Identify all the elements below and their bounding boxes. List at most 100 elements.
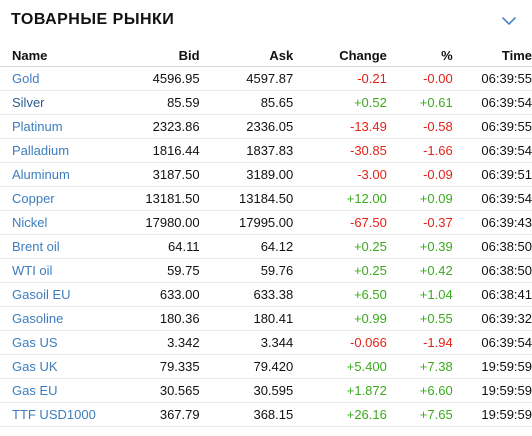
column-header-percent[interactable]: % xyxy=(386,44,453,67)
instrument-name-cell: Gas US xyxy=(0,330,138,355)
bid-cell: 79.335 xyxy=(137,354,200,379)
table-row: Gas EU 30.565 30.595 +1.872 +6.60 19:59:59 xyxy=(0,378,532,403)
ask-cell: 13184.50 xyxy=(199,186,294,211)
instrument-link[interactable]: Nickel xyxy=(12,215,48,230)
bid-cell: 3187.50 xyxy=(137,162,200,187)
instrument-link[interactable]: Copper xyxy=(12,191,55,206)
bid-cell: 30.565 xyxy=(137,378,200,403)
change-cell: -13.49 xyxy=(293,114,387,139)
instrument-link[interactable]: Gold xyxy=(12,71,40,86)
ask-cell: 4597.87 xyxy=(199,66,294,91)
instrument-name-cell: Gold xyxy=(0,66,138,91)
time-cell: 06:38:50 xyxy=(452,234,532,259)
time-cell: 06:39:55 xyxy=(452,66,532,91)
bid-cell: 85.59 xyxy=(137,90,200,115)
change-cell: -30.85 xyxy=(293,138,387,163)
ask-cell: 1837.83 xyxy=(199,138,294,163)
ask-cell: 59.76 xyxy=(199,258,294,283)
instrument-link[interactable]: Gasoil EU xyxy=(12,287,71,302)
ask-cell: 2336.05 xyxy=(199,114,294,139)
ask-cell: 17995.00 xyxy=(199,210,294,235)
change-cell: +1.872 xyxy=(293,378,387,403)
ask-cell: 85.65 xyxy=(199,90,294,115)
instrument-name-cell: Copper xyxy=(0,186,138,211)
change-cell: +0.25 xyxy=(293,258,387,283)
instrument-name-cell: TTF USD1000 xyxy=(0,402,138,427)
table-row: Brent oil 64.11 64.12 +0.25 +0.39 06:38:50 xyxy=(0,234,532,259)
change-cell: +12.00 xyxy=(293,186,387,211)
bid-cell: 64.11 xyxy=(137,234,200,259)
bid-cell: 13181.50 xyxy=(137,186,200,211)
time-cell: 19:59:59 xyxy=(452,354,532,379)
instrument-link[interactable]: Silver xyxy=(12,95,45,110)
table-row: Gas UK 79.335 79.420 +5.400 +7.38 19:59:59 xyxy=(0,354,532,379)
column-header-change[interactable]: Change xyxy=(293,44,387,67)
table-row: Gasoil EU 633.00 633.38 +6.50 +1.04 06:38:41 xyxy=(0,282,532,307)
instrument-link[interactable]: Gas EU xyxy=(12,383,58,398)
percent-cell: +7.65 xyxy=(386,402,453,427)
column-header-name[interactable]: Name xyxy=(0,44,138,67)
ask-cell: 633.38 xyxy=(199,282,294,307)
percent-cell: +7.38 xyxy=(386,354,453,379)
ask-cell: 64.12 xyxy=(199,234,294,259)
table-row: Gas US 3.342 3.344 -0.066 -1.94 06:39:54 xyxy=(0,330,532,355)
ask-cell: 368.15 xyxy=(199,402,294,427)
instrument-link[interactable]: Brent oil xyxy=(12,239,60,254)
change-cell: +5.400 xyxy=(293,354,387,379)
column-header-bid[interactable]: Bid xyxy=(137,44,200,67)
time-cell: 06:39:54 xyxy=(452,90,532,115)
instrument-name-cell: Brent oil xyxy=(0,234,138,259)
bid-cell: 180.36 xyxy=(137,306,200,331)
table-row: Gasoline 180.36 180.41 +0.99 +0.55 06:39:32 xyxy=(0,306,532,331)
instrument-link[interactable]: Palladium xyxy=(12,143,70,158)
bid-cell: 59.75 xyxy=(137,258,200,283)
change-cell: +26.16 xyxy=(293,402,387,427)
bid-cell: 17980.00 xyxy=(137,210,200,235)
time-cell: 06:39:43 xyxy=(452,210,532,235)
ask-cell: 180.41 xyxy=(199,306,294,331)
instrument-name-cell: WTI oil xyxy=(0,258,138,283)
table-row: Aluminum 3187.50 3189.00 -3.00 -0.09 06:39:51 xyxy=(0,162,532,187)
time-cell: 06:38:50 xyxy=(452,258,532,283)
bid-cell: 2323.86 xyxy=(137,114,200,139)
time-cell: 19:59:59 xyxy=(452,402,532,427)
instrument-name-cell: Aluminum xyxy=(0,162,138,187)
instrument-name-cell: Silver xyxy=(0,90,138,115)
ask-cell: 3189.00 xyxy=(199,162,294,187)
table-row: Platinum 2323.86 2336.05 -13.49 -0.58 06:39:5… xyxy=(0,114,532,139)
percent-cell: -0.09 xyxy=(386,162,453,187)
bid-cell: 1816.44 xyxy=(137,138,200,163)
time-cell: 06:39:51 xyxy=(452,162,532,187)
ask-cell: 3.344 xyxy=(199,330,294,355)
table-header-row: Name Bid Ask Change % Time xyxy=(0,44,532,67)
instrument-name-cell: Gasoline xyxy=(0,306,138,331)
ask-cell: 30.595 xyxy=(199,378,294,403)
percent-cell: -0.37 xyxy=(386,210,453,235)
percent-cell: +6.60 xyxy=(386,378,453,403)
change-cell: +6.50 xyxy=(293,282,387,307)
instrument-name-cell: Platinum xyxy=(0,114,138,139)
instrument-link[interactable]: Gas UK xyxy=(12,359,58,374)
time-cell: 19:59:59 xyxy=(452,378,532,403)
change-cell: -0.066 xyxy=(293,330,387,355)
instrument-link[interactable]: Gasoline xyxy=(12,311,64,326)
percent-cell: +0.09 xyxy=(386,186,453,211)
column-header-ask[interactable]: Ask xyxy=(199,44,294,67)
percent-cell: +0.61 xyxy=(386,90,453,115)
percent-cell: -1.94 xyxy=(386,330,453,355)
time-cell: 06:39:54 xyxy=(452,138,532,163)
table-row: Copper 13181.50 13184.50 +12.00 +0.09 06:39:5… xyxy=(0,186,532,211)
instrument-link[interactable]: WTI oil xyxy=(12,263,53,278)
instrument-link[interactable]: Gas US xyxy=(12,335,58,350)
instrument-link[interactable]: Platinum xyxy=(12,119,63,134)
bid-cell: 3.342 xyxy=(137,330,200,355)
percent-cell: +0.42 xyxy=(386,258,453,283)
widget-header: ТОВАРНЫЕ РЫНКИ xyxy=(0,0,532,44)
percent-cell: -1.66 xyxy=(386,138,453,163)
instrument-name-cell: Nickel xyxy=(0,210,138,235)
instrument-link[interactable]: TTF USD1000 xyxy=(12,407,96,422)
instrument-link[interactable]: Aluminum xyxy=(12,167,70,182)
collapse-toggle-button[interactable] xyxy=(496,10,522,32)
column-header-time[interactable]: Time xyxy=(452,44,532,67)
